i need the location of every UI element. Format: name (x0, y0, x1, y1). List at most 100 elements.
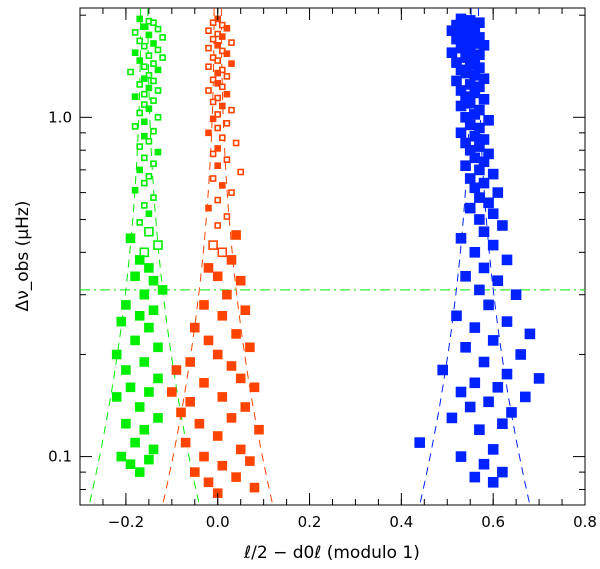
data-point-s0-3 (141, 23, 148, 31)
data-point-s0-20 (145, 72, 153, 79)
data-point-s1-56 (199, 300, 209, 310)
y-axis-title: Δν_obs (μHz) (13, 201, 33, 312)
data-point-s2-67 (469, 247, 481, 258)
data-point-s2-85 (533, 373, 545, 384)
data-point-s1-77 (254, 424, 264, 435)
data-point-s0-13 (145, 52, 153, 59)
data-point-s1-37 (209, 150, 217, 158)
data-point-s2-72 (474, 284, 485, 296)
x-tick-labels: −0.2 0.0 0.2 0.4 0.6 0.8 (108, 513, 597, 531)
data-point-s2-43 (469, 130, 481, 142)
data-point-s1-45 (205, 204, 212, 212)
data-point-s2-101 (469, 471, 481, 483)
data-point-s0-5 (131, 29, 139, 36)
data-point-s1-82 (245, 456, 255, 466)
data-point-s0-24 (145, 84, 153, 92)
data-point-s2-84 (501, 368, 513, 380)
data-point-s0-34 (131, 123, 139, 130)
data-point-s1-83 (217, 460, 228, 471)
data-point-s1-80 (235, 444, 246, 455)
data-point-s1-65 (226, 361, 237, 371)
data-point-s1-49 (208, 240, 218, 250)
data-point-s2-52 (474, 164, 485, 176)
data-point-s2-63 (497, 220, 508, 231)
data-point-s2-96 (414, 437, 426, 448)
data-point-s1-61 (203, 335, 214, 346)
data-point-s0-66 (153, 342, 163, 353)
data-point-s1-86 (203, 477, 214, 488)
data-point-s2-74 (483, 299, 494, 311)
data-point-s1-22 (219, 83, 226, 91)
data-point-s1-18 (214, 69, 221, 77)
data-point-s2-16 (446, 47, 458, 59)
data-point-s1-34 (219, 134, 226, 142)
data-point-s0-48 (145, 210, 153, 217)
data-point-s2-75 (451, 310, 462, 322)
data-point-s1-70 (167, 387, 177, 397)
data-point-s0-30 (145, 105, 153, 112)
data-point-s2-57 (492, 187, 504, 198)
data-point-s1-24 (223, 90, 231, 98)
data-point-s2-65 (455, 233, 467, 244)
data-point-s1-21 (214, 80, 221, 87)
data-point-s1-8 (228, 39, 235, 46)
data-point-s0-10 (141, 42, 148, 50)
data-point-s2-95 (474, 424, 485, 436)
data-point-s2-88 (455, 386, 467, 398)
data-point-s1-41 (209, 175, 217, 182)
data-point-s0-4 (154, 25, 162, 33)
data-point-s0-0 (136, 15, 143, 23)
data-point-s1-53 (212, 271, 223, 282)
data-point-s1-30 (209, 115, 217, 123)
data-point-s1-9 (214, 41, 221, 49)
data-point-s2-35 (455, 100, 467, 112)
data-point-s1-6 (219, 33, 226, 40)
data-point-s1-1 (209, 19, 217, 27)
data-point-s2-91 (464, 401, 476, 413)
data-point-s2-13 (478, 39, 490, 51)
data-point-s0-40 (141, 154, 148, 162)
guide-curve-2-left (419, 8, 472, 506)
data-point-s2-78 (524, 328, 536, 340)
axis-ticks (79, 8, 586, 505)
data-point-s0-65 (130, 335, 140, 346)
data-point-s1-63 (212, 349, 223, 360)
data-point-s2-34 (464, 98, 476, 109)
data-point-s0-33 (141, 118, 148, 126)
x-tick-label-4: 0.6 (481, 513, 505, 531)
data-point-s2-56 (469, 182, 481, 194)
data-point-s0-76 (121, 418, 131, 429)
data-point-s1-85 (231, 472, 241, 482)
data-point-s0-55 (144, 263, 154, 273)
data-point-s2-83 (437, 364, 449, 376)
data-point-s0-32 (154, 114, 162, 121)
data-point-s2-61 (487, 208, 499, 219)
data-point-s0-37 (145, 138, 153, 145)
data-point-s0-16 (150, 60, 157, 67)
data-point-s2-92 (506, 407, 517, 418)
data-point-s0-22 (150, 77, 157, 85)
data-point-s0-23 (136, 81, 143, 88)
data-point-s0-53 (139, 247, 150, 258)
data-point-s1-74 (176, 407, 186, 418)
x-tick-label-3: 0.4 (389, 513, 413, 531)
data-point-s1-72 (185, 396, 195, 407)
data-point-s0-78 (130, 437, 140, 448)
data-point-s1-28 (228, 106, 235, 114)
data-point-s0-25 (154, 87, 162, 94)
data-point-s1-48 (231, 230, 241, 240)
data-point-s1-59 (190, 322, 200, 333)
data-point-s1-39 (214, 162, 221, 169)
data-point-s2-58 (474, 192, 485, 203)
x-tick-label-5: 0.8 (573, 513, 597, 531)
y-tick-labels: 0.1 1.0 (48, 108, 72, 465)
data-point-s1-62 (245, 342, 255, 353)
data-point-s0-31 (136, 109, 143, 117)
data-point-s2-60 (464, 202, 476, 214)
data-point-s2-53 (487, 168, 499, 180)
data-point-s2-82 (478, 356, 490, 368)
data-point-s1-36 (214, 145, 221, 152)
data-point-s1-79 (180, 437, 191, 448)
data-point-s0-17 (141, 63, 148, 70)
data-point-s0-36 (141, 132, 148, 140)
